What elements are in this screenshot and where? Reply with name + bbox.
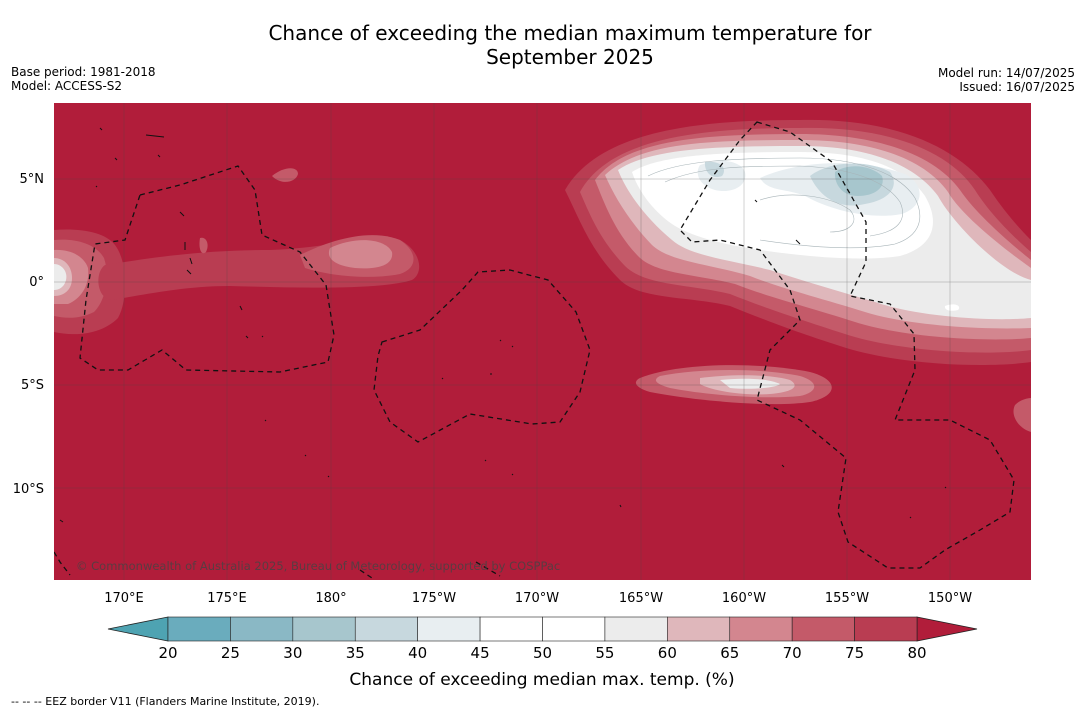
colorbar-cell (667, 616, 731, 642)
title-line-1: Chance of exceeding the median maximum t… (268, 21, 872, 45)
colorbar-tick-label: 70 (783, 644, 802, 662)
colorbar-tick-label: 65 (720, 644, 739, 662)
model-name: Model: ACCESS-S2 (11, 79, 123, 93)
lon-label-160w: 160°W (722, 591, 766, 606)
lon-label-150w: 150°W (928, 591, 972, 606)
colorbar-tick-label: 45 (471, 644, 490, 662)
lon-label-175e: 175°E (207, 591, 247, 606)
colorbar-cell (729, 616, 793, 642)
colorbar-tick-label: 75 (845, 644, 864, 662)
colorbar-tick-label: 30 (283, 644, 302, 662)
lat-label-0: 0° (29, 275, 44, 290)
colorbar-tick-label: 50 (533, 644, 552, 662)
colorbar-cell (167, 616, 231, 642)
lon-label-175w: 175°W (412, 591, 456, 606)
model-run: Model run: 14/07/2025 (937, 66, 1075, 80)
graticule (54, 103, 1031, 580)
colorbar-cell (354, 616, 418, 642)
lon-label-170e: 170°E (104, 591, 144, 606)
colorbar-tick-label: 40 (408, 644, 427, 662)
colorbar-tick-label: 80 (907, 644, 926, 662)
colorbar-over-arrow (916, 616, 978, 642)
chart-title: Chance of exceeding the median maximum t… (200, 21, 940, 69)
lon-labels: 170°E 175°E 180° 175°W 170°W 165°W 160°W… (104, 591, 972, 606)
run-info: Model run: 14/07/2025 Issued: 16/07/2025 (938, 66, 1075, 94)
copyright-text: © Commonwealth of Australia 2025, Bureau… (76, 559, 560, 573)
colorbar-cell (417, 616, 481, 642)
colorbar-cell (604, 616, 668, 642)
map-panel: © Commonwealth of Australia 2025, Bureau… (54, 103, 1031, 580)
lat-label-5s: 5°S (21, 378, 44, 393)
colorbar-tick-label: 25 (221, 644, 240, 662)
base-info: Base period: 1981-2018 Model: ACCESS-S2 (11, 65, 156, 93)
contour-lines (647, 157, 921, 249)
colorbar-cell (479, 616, 543, 642)
colorbar-cell (230, 616, 294, 642)
islands (59, 127, 947, 523)
colorbar-cell (292, 616, 356, 642)
colorbar-cell (791, 616, 855, 642)
lon-label-180: 180° (315, 591, 346, 606)
issued-date: Issued: 16/07/2025 (959, 80, 1075, 94)
colorbar-cell (854, 616, 918, 642)
colorbar-under-arrow (107, 616, 169, 642)
colorbar-tick-label: 55 (595, 644, 614, 662)
lon-label-155w: 155°W (825, 591, 869, 606)
base-period: Base period: 1981-2018 (11, 65, 156, 79)
colorbar-cell (542, 616, 606, 642)
eez-borders (54, 121, 1015, 579)
lat-label-10s: 10°S (13, 482, 44, 497)
lat-label-5n: 5°N (20, 172, 45, 187)
footer-note: -- -- -- EEZ border V11 (Flanders Marine… (11, 695, 320, 708)
colorbar-tick-label: 20 (158, 644, 177, 662)
colorbar-ticks: 20 25 30 35 40 45 50 55 60 65 70 75 80 (158, 644, 926, 662)
colorbar-tick-label: 35 (346, 644, 365, 662)
colorbar: 20 25 30 35 40 45 50 55 60 65 70 75 80 Chance of exc… (107, 616, 978, 690)
colorbar-tick-label: 60 (658, 644, 677, 662)
west-equator-band (54, 229, 126, 335)
colorbar-cells (167, 616, 918, 642)
title-line-2: September 2025 (486, 45, 654, 69)
lon-label-170w: 170°W (515, 591, 559, 606)
lon-label-165w: 165°W (619, 591, 663, 606)
lat-labels: 5°N 0° 5°S 10°S (13, 172, 44, 497)
central-equator-band (98, 168, 420, 300)
south-band (635, 365, 832, 405)
colorbar-label: Chance of exceeding median max. temp. (%… (349, 670, 734, 690)
